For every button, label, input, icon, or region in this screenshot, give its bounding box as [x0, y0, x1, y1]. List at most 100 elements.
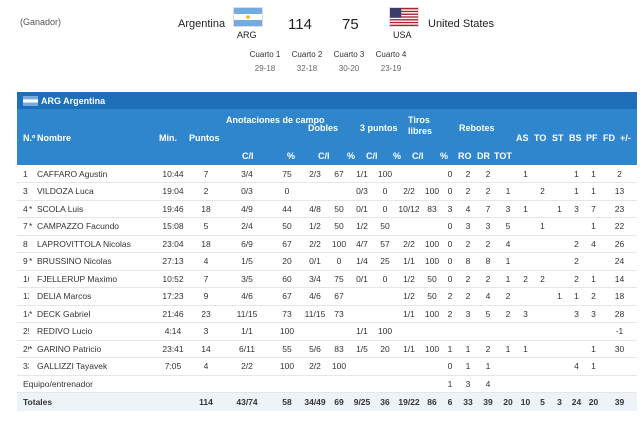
stat-cell-pts: 9	[191, 287, 221, 306]
stat-cell-d: 2/3	[301, 165, 329, 183]
stat-cell-t: 0/1	[349, 270, 375, 288]
stat-cell-as: 5	[499, 217, 517, 236]
stat-cell-ft: 1/2	[395, 287, 423, 306]
col-header-tl[interactable]: Tiros libres	[408, 115, 433, 136]
player-name-link[interactable]: VILDOZA Luca	[37, 182, 155, 201]
argentina-flag-icon	[233, 7, 263, 27]
stat-cell-tp	[375, 287, 395, 306]
total-stat-to: 10	[517, 392, 534, 411]
col-header-to[interactable]: TO	[534, 133, 547, 143]
stat-cell-d: 1/2	[301, 217, 329, 236]
sub-header-tl-pct: %	[440, 151, 449, 161]
stat-cell-num: 12	[17, 287, 29, 306]
quarter-2: Cuarto 2 32-18	[287, 50, 327, 73]
stat-cell-fgp: 20	[273, 252, 301, 271]
col-header-pf[interactable]: PF	[586, 133, 598, 143]
quarter-label: Cuarto 2	[291, 50, 323, 59]
stat-cell-ro: 0	[441, 270, 459, 288]
stat-cell-ft: 10/12	[395, 200, 423, 218]
empty-cell	[395, 375, 423, 393]
stat-cell-star	[29, 287, 37, 306]
col-header-name[interactable]: Nombre	[37, 133, 72, 143]
quarter-score: 32-18	[296, 64, 318, 73]
player-name-link[interactable]: DECK Gabriel	[37, 305, 155, 323]
stat-cell-num: 8	[17, 235, 29, 253]
away-team-name[interactable]: United States	[428, 18, 495, 30]
stat-cell-star	[29, 357, 37, 376]
player-name-link[interactable]: CAFFARO Agustin	[37, 165, 155, 183]
empty-cell	[602, 375, 637, 393]
stat-cell-fd: 1	[585, 217, 602, 236]
stat-cell-fgp: 44	[273, 200, 301, 218]
col-header-dobles[interactable]: Dobles	[308, 123, 339, 133]
stat-cell-num: 10	[17, 270, 29, 288]
col-header-st[interactable]: ST	[552, 133, 564, 143]
stat-cell-dr: 3	[459, 305, 477, 323]
stat-cell-ro: 0	[441, 217, 459, 236]
col-header-fg[interactable]: Anotaciones de campo	[226, 115, 325, 125]
stat-cell-tot	[477, 322, 499, 341]
table-row: 29*GARINO Patricio23:41146/11555/6831/52…	[17, 340, 637, 358]
col-header-tres[interactable]: 3 puntos	[360, 123, 398, 133]
col-header-pts[interactable]: Puntos	[189, 133, 220, 143]
stat-cell-bs	[551, 322, 568, 341]
total-stat-ro: 6	[441, 392, 459, 411]
stat-cell-ro: 3	[441, 200, 459, 218]
stat-cell-star	[29, 270, 37, 288]
player-name-link[interactable]: DELIA Marcos	[37, 287, 155, 306]
stat-cell-to: 1	[517, 165, 534, 183]
stat-cell-st: 2	[534, 270, 551, 288]
total-stat-t: 9/25	[349, 392, 375, 411]
stat-cell-to	[517, 252, 534, 271]
stat-cell-as: 2	[499, 287, 517, 306]
stat-cell-tot: 2	[477, 165, 499, 183]
stat-cell-ft: 1/1	[395, 305, 423, 323]
quarter-score: 30-20	[338, 64, 360, 73]
stat-cell-num: 4	[17, 200, 29, 218]
player-name-link[interactable]: BRUSSINO Nicolas	[37, 252, 155, 271]
player-name-link[interactable]: LAPROVITTOLA Nicolas	[37, 235, 155, 253]
col-header-min[interactable]: Min.	[159, 133, 177, 143]
player-name-link[interactable]: GALLIZZI Tayavek	[37, 357, 155, 376]
col-header-reb[interactable]: Rebotes	[459, 123, 495, 133]
stat-cell-tot: 8	[477, 252, 499, 271]
coach-row: Equipo/entrenador 1 3 4	[17, 375, 637, 393]
empty-cell	[191, 375, 221, 393]
stat-cell-as	[499, 165, 517, 183]
col-header-as[interactable]: AS	[516, 133, 529, 143]
col-header-num[interactable]: N.º	[23, 133, 36, 143]
stat-cell-as	[499, 322, 517, 341]
argentina-flag-icon	[23, 95, 38, 106]
total-stat-pts: 114	[191, 392, 221, 411]
stat-cell-ro: 2	[441, 287, 459, 306]
col-header-pm[interactable]: +/-	[620, 133, 631, 143]
stat-cell-ftp	[423, 165, 441, 183]
player-name-link[interactable]: REDIVO Lucio	[37, 322, 155, 341]
player-name-link[interactable]: GARINO Patricio	[37, 340, 155, 358]
home-team-name[interactable]: Argentina	[178, 18, 226, 30]
col-header-fd[interactable]: FD	[603, 133, 615, 143]
stat-cell-dr: 2	[459, 287, 477, 306]
quarter-label: Cuarto 4	[375, 50, 407, 59]
stat-cell-tot: 2	[477, 340, 499, 358]
stat-cell-fg: 11/15	[221, 305, 273, 323]
stat-cell-tp: 25	[375, 252, 395, 271]
stat-cell-ftp: 100	[423, 235, 441, 253]
player-name-link[interactable]: SCOLA Luis	[37, 200, 155, 218]
stat-cell-to	[517, 357, 534, 376]
col-header-bs[interactable]: BS	[569, 133, 582, 143]
player-name-link[interactable]: CAMPAZZO Facundo	[37, 217, 155, 236]
player-name-link[interactable]: FJELLERUP Maximo	[37, 270, 155, 288]
total-stat-fd: 20	[585, 392, 602, 411]
empty-cell	[585, 375, 602, 393]
total-stat-pf: 24	[568, 392, 585, 411]
stat-cell-pf: 2	[568, 270, 585, 288]
stat-cell-dp: 67	[329, 287, 349, 306]
stat-cell-tot: 2	[477, 270, 499, 288]
stat-cell-dp: 83	[329, 340, 349, 358]
stat-cell-tp	[375, 357, 395, 376]
stat-cell-ro: 0	[441, 252, 459, 271]
stat-cell-num: 3	[17, 182, 29, 201]
stat-cell-tp: 50	[375, 217, 395, 236]
stat-cell-fgp: 60	[273, 270, 301, 288]
